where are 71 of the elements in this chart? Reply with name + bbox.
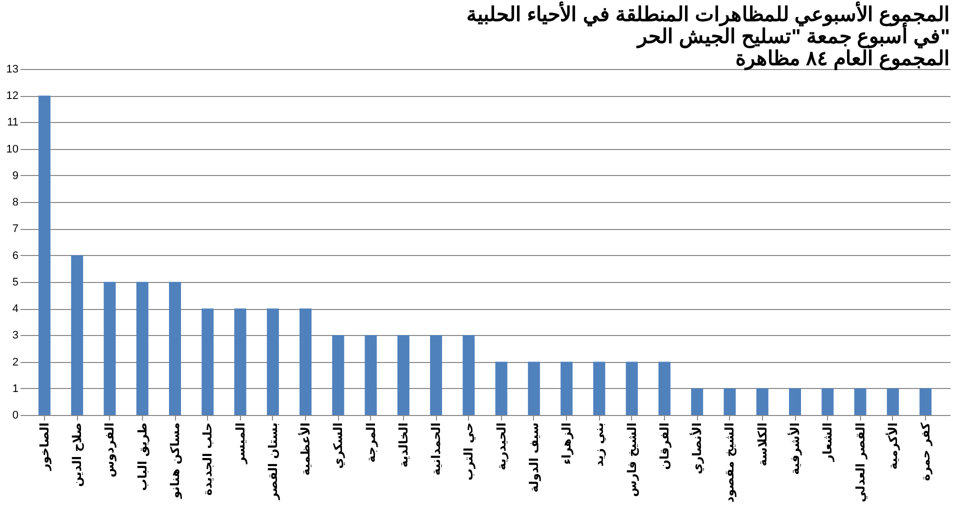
x-tick-label: الشعار	[820, 422, 835, 463]
x-tick-label: الحمدانية	[429, 422, 444, 476]
y-tick-label: 8	[12, 196, 18, 209]
bar	[300, 308, 312, 415]
bar	[724, 388, 736, 415]
bar	[626, 362, 638, 415]
bar	[920, 388, 932, 415]
x-tick-label: الزهراء	[560, 422, 574, 465]
y-tick-label: 5	[12, 276, 18, 288]
x-tick-label: السكري	[331, 422, 346, 469]
bar	[202, 308, 214, 415]
x-tick-label: الميسر	[233, 422, 248, 465]
y-tick-label: 7	[12, 223, 18, 236]
y-tick-label: 3	[12, 330, 18, 342]
y-tick-label: 1	[12, 382, 18, 395]
bar	[462, 335, 475, 415]
bar	[886, 388, 899, 415]
x-tick-label: الشيخ مقصود	[722, 422, 737, 503]
bar	[658, 362, 670, 415]
bar	[593, 362, 606, 415]
x-tick-label: كفر حمرة	[918, 422, 933, 481]
x-tick-label: حلب الجديدة	[200, 422, 215, 496]
y-tick-label: 10	[6, 143, 18, 156]
bar	[789, 388, 801, 415]
x-tick-label: مساكن هنانو	[168, 422, 182, 500]
x-tick-label: الشيخ فارس	[624, 422, 639, 497]
bar	[169, 282, 181, 415]
x-tick-label: الكلاسة	[755, 422, 770, 466]
x-tick-label: سيف الدولة	[526, 422, 541, 492]
bar	[364, 335, 377, 415]
bar	[854, 388, 866, 415]
x-tick-label: القصر العدلي	[853, 422, 868, 502]
bar	[266, 308, 279, 415]
x-tick-label: الصاخور	[37, 422, 52, 472]
y-tick-label: 11	[7, 116, 18, 129]
y-tick-label: 2	[12, 356, 18, 368]
x-tick-label: بني زيد	[592, 422, 606, 467]
x-tick-label: بستان القصر	[266, 422, 280, 501]
x-tick-label: الأعظمية	[298, 422, 313, 476]
bar	[691, 388, 704, 415]
bar	[756, 388, 768, 415]
x-tick-label: الحيدرية	[494, 422, 508, 470]
x-tick-label: الفرقان	[657, 422, 672, 470]
y-tick-label: 0	[12, 410, 18, 422]
x-tick-label: الأنصاري	[689, 422, 704, 474]
y-tick-label: 12	[6, 90, 18, 102]
bar	[430, 335, 442, 415]
x-tick-label: الخالدية	[396, 422, 410, 468]
y-tick-label: 4	[12, 303, 18, 316]
y-tick-label: 6	[12, 250, 18, 262]
bar	[528, 362, 540, 415]
y-tick-label: 9	[12, 170, 18, 182]
bar	[332, 335, 344, 415]
bar	[560, 362, 573, 415]
text: المجموع العام ٨٤ مظاهرة	[735, 48, 950, 70]
x-tick-label: حي الترب	[462, 422, 476, 481]
x-tick-label: الأشرفية	[787, 422, 802, 475]
x-tick-label: الأكرمية	[884, 422, 900, 470]
y-tick-label: 13	[6, 64, 18, 76]
bar	[495, 362, 508, 415]
x-tick-label: طريق الباب	[135, 422, 150, 491]
x-tick-label: الفردوس	[102, 422, 117, 478]
bar	[234, 308, 246, 415]
bar	[38, 96, 50, 415]
bar	[104, 282, 116, 415]
bar	[822, 388, 834, 415]
bar	[397, 335, 410, 415]
bar	[71, 255, 84, 415]
bar	[136, 282, 148, 415]
x-tick-label: صلاح الدين	[70, 422, 84, 487]
x-tick-label: المرجة	[364, 422, 378, 463]
